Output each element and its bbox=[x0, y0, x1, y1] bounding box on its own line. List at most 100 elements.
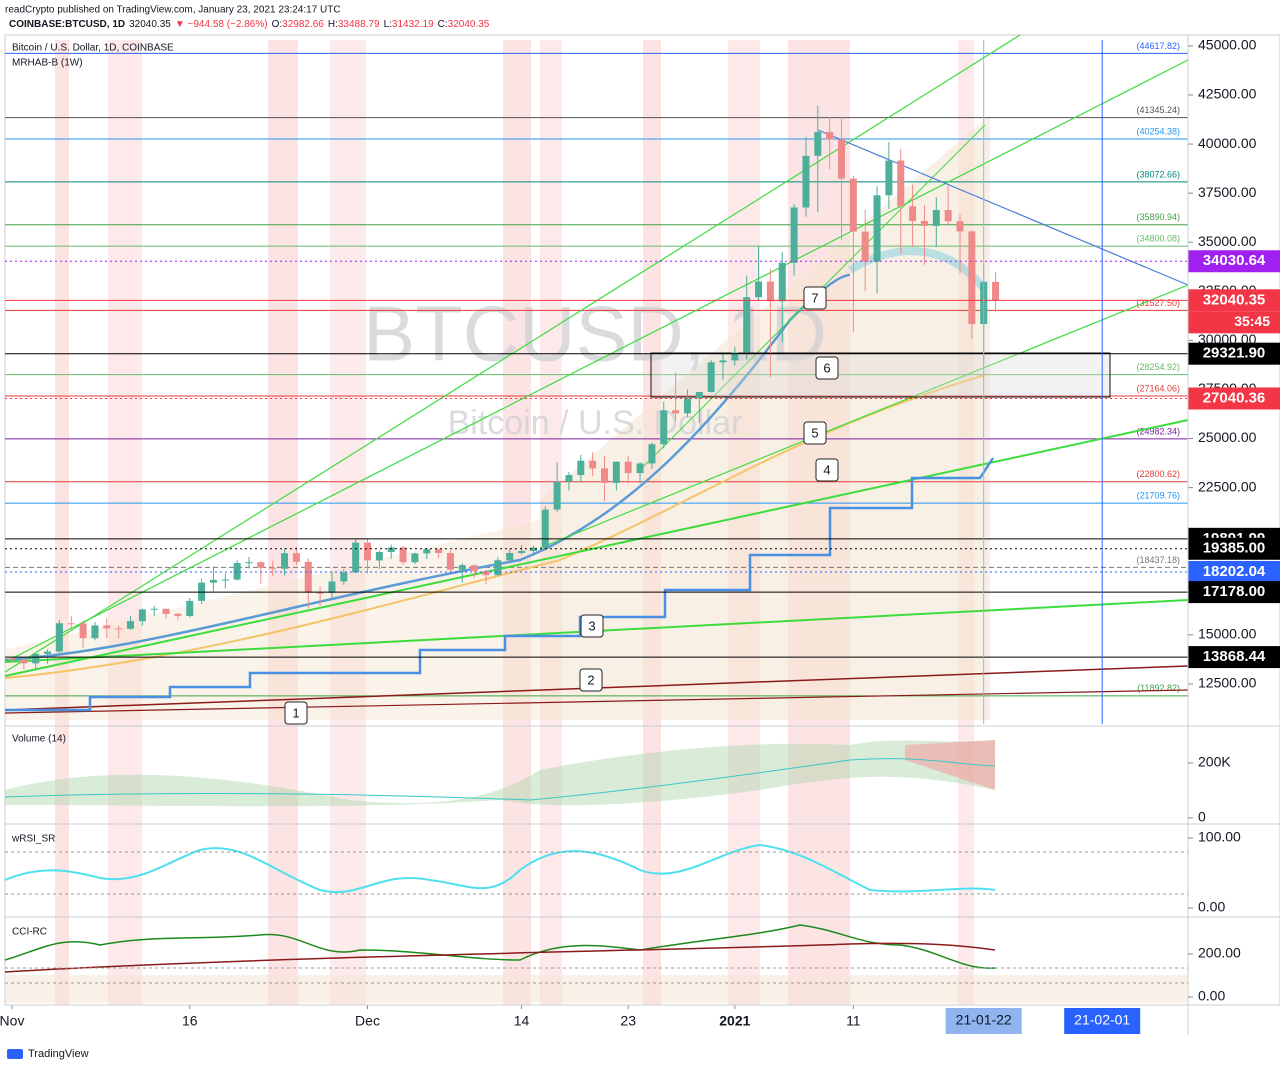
candle-body bbox=[245, 562, 253, 564]
candle-body bbox=[932, 210, 940, 226]
legend-indicator: MRHAB-B (1W) bbox=[12, 58, 83, 69]
candle-body bbox=[648, 444, 656, 464]
price-tag-label: 27040.36 bbox=[1203, 389, 1266, 406]
candle-body bbox=[992, 281, 1000, 301]
price-tag-label: 19385.00 bbox=[1203, 540, 1266, 557]
candle-body bbox=[209, 579, 217, 583]
candle-body bbox=[612, 461, 620, 483]
candle-body bbox=[446, 553, 454, 570]
candle-body bbox=[55, 623, 63, 652]
level-label: (44617.82) bbox=[1136, 41, 1180, 51]
candle-body bbox=[731, 352, 739, 361]
price-tag-label: 29321.90 bbox=[1203, 345, 1266, 362]
price-tag bbox=[1188, 646, 1280, 669]
candle-body bbox=[32, 653, 40, 664]
candle-body bbox=[672, 410, 680, 414]
candle-body bbox=[174, 613, 182, 617]
price-tag-label: 18202.04 bbox=[1203, 563, 1266, 580]
candle-body bbox=[826, 131, 834, 140]
candle-body bbox=[458, 565, 466, 570]
candle-body bbox=[20, 659, 28, 664]
x-tick-label: 16 bbox=[182, 1013, 198, 1029]
band bbox=[55, 40, 69, 1005]
shaded-zone bbox=[5, 520, 540, 720]
candle-body bbox=[695, 392, 703, 399]
candle-body bbox=[221, 579, 229, 581]
callout-box bbox=[579, 668, 603, 692]
y-tick-label: 37500.00 bbox=[1198, 184, 1257, 200]
candle-body bbox=[601, 468, 608, 483]
brand-logo bbox=[7, 1049, 23, 1059]
candle-body bbox=[624, 461, 632, 474]
y-tick-label: 12500.00 bbox=[1198, 675, 1257, 691]
overlay: Bitcoin / U.S. Dollar, 1D, COINBASE MRHAB… bbox=[0, 40, 1280, 1034]
candle-body bbox=[956, 221, 964, 232]
volume-band bbox=[5, 740, 995, 807]
pane-tick-label: 0.00 bbox=[1198, 988, 1225, 1004]
candle-body bbox=[340, 572, 348, 582]
ohlc-key: L: bbox=[384, 19, 392, 30]
candle-body bbox=[885, 160, 893, 196]
candle-body bbox=[518, 551, 526, 553]
date-tag-label: 21-02-01 bbox=[1074, 1012, 1130, 1028]
candle-body bbox=[838, 139, 845, 179]
legend-title: Bitcoin / U.S. Dollar, 1D, COINBASE bbox=[12, 43, 174, 54]
callout-label: 4 bbox=[823, 462, 830, 477]
ohlc-key: O: bbox=[272, 19, 283, 30]
pane-title: Volume (14) bbox=[12, 734, 66, 745]
level-label: (41345.24) bbox=[1136, 105, 1180, 115]
level-label: (34800.08) bbox=[1136, 234, 1180, 244]
candle-body bbox=[423, 549, 431, 554]
candle-body bbox=[849, 178, 857, 232]
callout-box bbox=[815, 356, 839, 380]
candle-body bbox=[127, 621, 134, 629]
candle-body bbox=[8, 658, 16, 660]
candle-body bbox=[553, 481, 561, 510]
price-tag bbox=[1188, 289, 1280, 312]
callout-box bbox=[803, 286, 827, 310]
candle-body bbox=[802, 155, 810, 208]
price-tag bbox=[1188, 387, 1280, 410]
candle-body bbox=[375, 552, 383, 561]
ohlc-value: 32982.66 bbox=[282, 19, 324, 30]
publisher-line: readCrypto published on TradingView.com,… bbox=[5, 5, 341, 16]
candle-body bbox=[435, 549, 443, 553]
candle-body bbox=[577, 460, 585, 476]
candle-body bbox=[364, 542, 371, 561]
candle-body bbox=[968, 231, 976, 325]
footer-brand: TradingView bbox=[28, 1048, 89, 1060]
cci-zone bbox=[5, 975, 1188, 1003]
candle-body bbox=[411, 553, 419, 563]
candle-body bbox=[150, 608, 158, 610]
countdown-tag bbox=[1188, 311, 1280, 334]
level-label: (21709.76) bbox=[1136, 491, 1180, 501]
callout-label: 7 bbox=[811, 290, 818, 305]
candle-body bbox=[743, 297, 751, 353]
candle-body bbox=[660, 410, 668, 445]
date-tag bbox=[1064, 1008, 1141, 1034]
callout-box bbox=[580, 614, 604, 638]
candle-body bbox=[269, 567, 277, 569]
countdown: 35:45 bbox=[1234, 313, 1270, 329]
candle-body bbox=[541, 509, 549, 548]
price-tag bbox=[1188, 342, 1280, 365]
price-tag bbox=[1188, 561, 1280, 584]
callout-label: 1 bbox=[292, 705, 299, 720]
level-label: (35890.94) bbox=[1136, 212, 1180, 222]
volume-ma bbox=[4, 758, 996, 801]
y-tick-label: 25000.00 bbox=[1198, 429, 1257, 445]
candle-body bbox=[636, 463, 644, 474]
callout-box bbox=[284, 701, 308, 725]
ohlc-value: 32040.35 bbox=[448, 19, 490, 30]
y-tick-label: 15000.00 bbox=[1198, 626, 1257, 642]
callout-label: 5 bbox=[811, 425, 818, 440]
candle-body bbox=[67, 623, 75, 625]
candle-body bbox=[281, 553, 289, 569]
symbol: COINBASE:BTCUSD, 1D bbox=[9, 19, 125, 30]
level-label: (11892.82) bbox=[1137, 683, 1180, 693]
level-label: (24982.34) bbox=[1136, 426, 1180, 436]
candle-body bbox=[683, 398, 691, 414]
candle-body bbox=[79, 623, 87, 639]
candle-body bbox=[186, 600, 194, 617]
candle-body bbox=[861, 231, 869, 262]
